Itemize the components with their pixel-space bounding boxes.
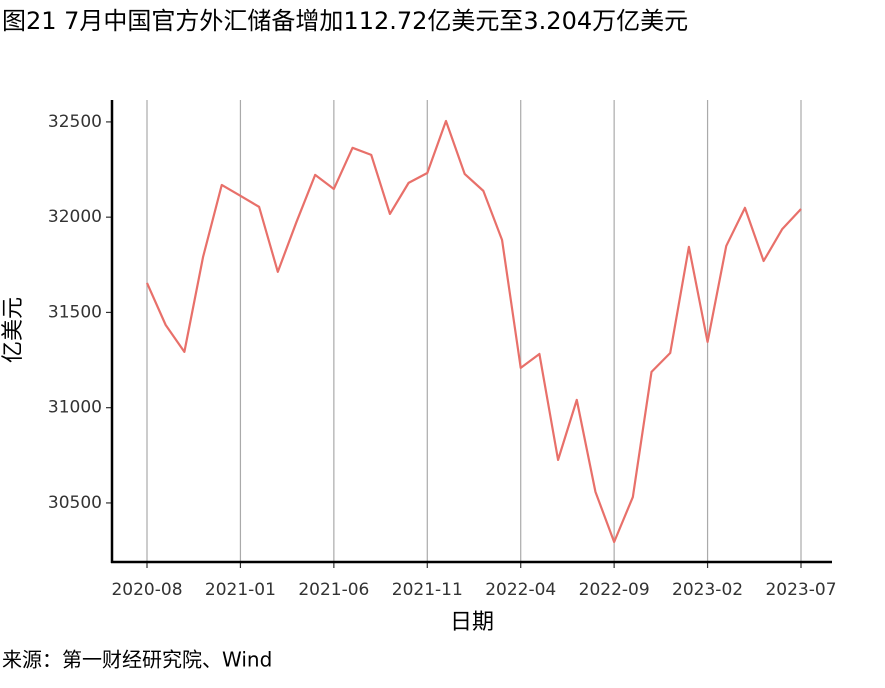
y-tick-label: 32500: [48, 112, 102, 132]
chart-title: 图21 7月中国官方外汇储备增加112.72亿美元至3.204万亿美元: [2, 7, 688, 35]
y-tick-label: 32000: [48, 207, 102, 227]
y-axis-label: 亿美元: [1, 297, 26, 363]
x-tick-label: 2020-08: [111, 580, 182, 600]
x-tick-label: 2021-06: [298, 580, 369, 600]
x-tick-label: 2021-11: [392, 580, 463, 600]
x-tick-label: 2022-04: [485, 580, 556, 600]
x-axis-label: 日期: [450, 610, 494, 635]
x-tick-label: 2023-07: [765, 580, 836, 600]
data-line: [145, 119, 802, 544]
x-tick-label: 2023-02: [672, 580, 743, 600]
y-tick-label: 31500: [48, 302, 102, 322]
source-note: 来源：第一财经研究院、Wind: [2, 648, 272, 672]
y-tick-label: 31000: [48, 398, 102, 418]
x-tick-label: 2021-01: [205, 580, 276, 600]
y-tick-label: 30500: [48, 493, 102, 513]
x-tick-label: 2022-09: [579, 580, 650, 600]
